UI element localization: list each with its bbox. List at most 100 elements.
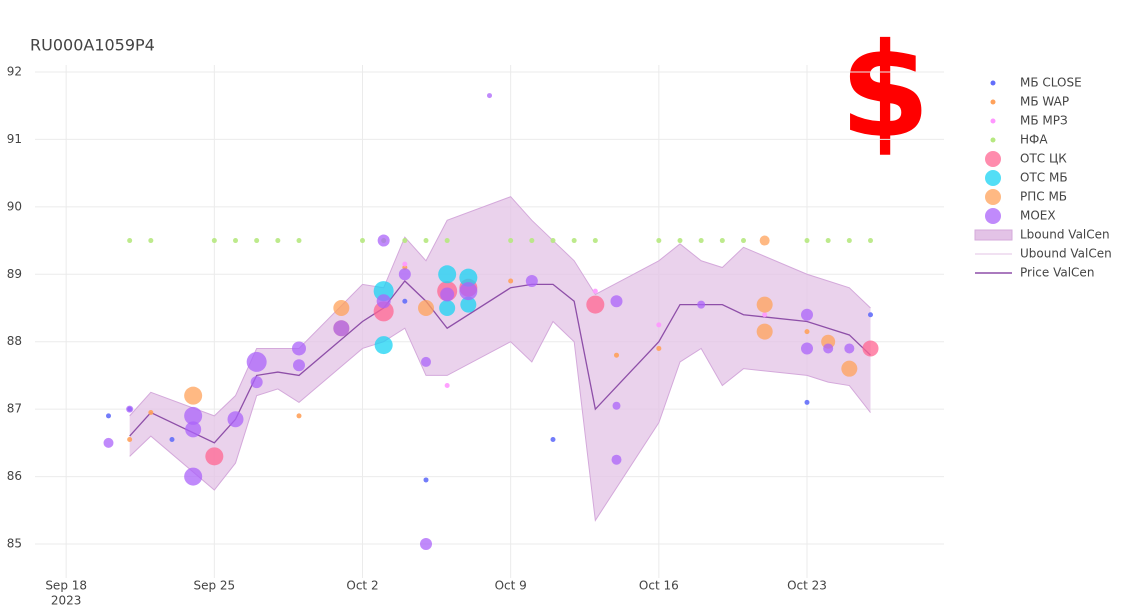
bubble: [438, 265, 457, 284]
point: [254, 238, 260, 244]
point: [148, 410, 154, 416]
point: [592, 238, 598, 244]
bubble: [184, 386, 203, 405]
point: [804, 399, 810, 405]
bubble: [374, 336, 393, 355]
point: [698, 238, 704, 244]
bubble: [460, 296, 477, 313]
legend-label: РПС МБ: [1020, 190, 1067, 204]
point: [614, 352, 619, 358]
point: [360, 238, 365, 244]
point: [148, 238, 154, 244]
y-tick-label: 88: [7, 334, 22, 348]
point: [825, 238, 831, 244]
point: [296, 238, 302, 244]
bubble: [418, 299, 434, 316]
bubble: [612, 401, 621, 410]
x-tick-label: Oct 23: [787, 579, 827, 593]
point: [762, 312, 768, 318]
bubble: [862, 340, 879, 357]
bubble: [333, 320, 350, 337]
point: [529, 238, 535, 244]
bubble: [184, 406, 203, 425]
point: [402, 261, 408, 267]
x-tick-label: Oct 2: [346, 579, 378, 593]
point: [444, 238, 450, 244]
point: [656, 345, 662, 351]
bubble: [756, 323, 773, 340]
bubble: [439, 299, 456, 316]
point: [106, 413, 111, 419]
point: [402, 298, 408, 304]
bubble: [377, 234, 390, 247]
bubble: [823, 343, 834, 354]
bubble: [333, 299, 350, 316]
legend-swatch: [985, 170, 1001, 186]
point: [169, 436, 175, 442]
bubble: [487, 93, 492, 99]
point: [656, 238, 662, 244]
point: [508, 278, 514, 284]
bubble: [292, 341, 306, 356]
legend-swatch: [985, 189, 1001, 205]
point: [296, 413, 302, 419]
bubble: [844, 343, 855, 354]
bubble: [697, 300, 706, 309]
bubble: [611, 454, 622, 465]
bubble: [376, 294, 391, 309]
legend-label: Lbound ValCen: [1020, 228, 1110, 242]
bubble: [841, 360, 858, 377]
bubble: [205, 447, 224, 466]
bubble: [801, 342, 813, 355]
price-line: [129, 280, 871, 444]
bubble: [759, 235, 770, 246]
point: [846, 238, 852, 244]
bubble: [525, 275, 538, 288]
dollar-sign: $: [840, 15, 930, 167]
point: [423, 477, 429, 483]
point: [423, 238, 429, 244]
confidence-band: [129, 196, 871, 521]
bubble: [459, 282, 478, 301]
point: [571, 238, 577, 244]
x-tick-label: Sep 25: [193, 579, 235, 593]
bubble: [610, 295, 623, 308]
line-layer: [129, 196, 871, 522]
point: [592, 288, 598, 294]
legend-label: MOEX: [1020, 209, 1056, 223]
legend-label: НФА: [1020, 133, 1048, 147]
legend-swatch: [985, 151, 1001, 167]
x-tick-sublabel: 2023: [51, 594, 82, 605]
bubble: [103, 437, 114, 448]
x-tick-label: Oct 16: [639, 579, 679, 593]
bubble: [293, 359, 305, 372]
point: [275, 238, 281, 244]
point: [508, 238, 514, 244]
bubble: [420, 538, 432, 550]
point: [677, 238, 683, 244]
bubble: [440, 287, 455, 302]
legend-label: МБ WAP: [1020, 95, 1069, 109]
legend-swatch: [985, 208, 1001, 224]
legend-swatch: [990, 80, 996, 86]
point: [402, 238, 408, 244]
legend-label: Price ValCen: [1020, 266, 1094, 280]
legend-swatch: [990, 137, 996, 143]
bubble: [250, 376, 263, 389]
legend-swatch: [990, 118, 996, 124]
bubble: [184, 467, 203, 486]
legend-label: МБ CLOSE: [1020, 76, 1082, 90]
point: [868, 238, 873, 244]
y-tick-label: 89: [7, 267, 22, 281]
legend-swatch: [974, 229, 1013, 241]
bubble: [185, 421, 202, 438]
legend-label: ОТС ЦК: [1020, 152, 1067, 166]
bubble: [246, 351, 267, 372]
y-tick-label: 92: [7, 64, 22, 78]
legend-label: Ubound ValCen: [1020, 247, 1112, 261]
bubble: [126, 405, 134, 413]
point: [444, 383, 450, 389]
point: [804, 329, 810, 335]
point: [656, 322, 662, 328]
